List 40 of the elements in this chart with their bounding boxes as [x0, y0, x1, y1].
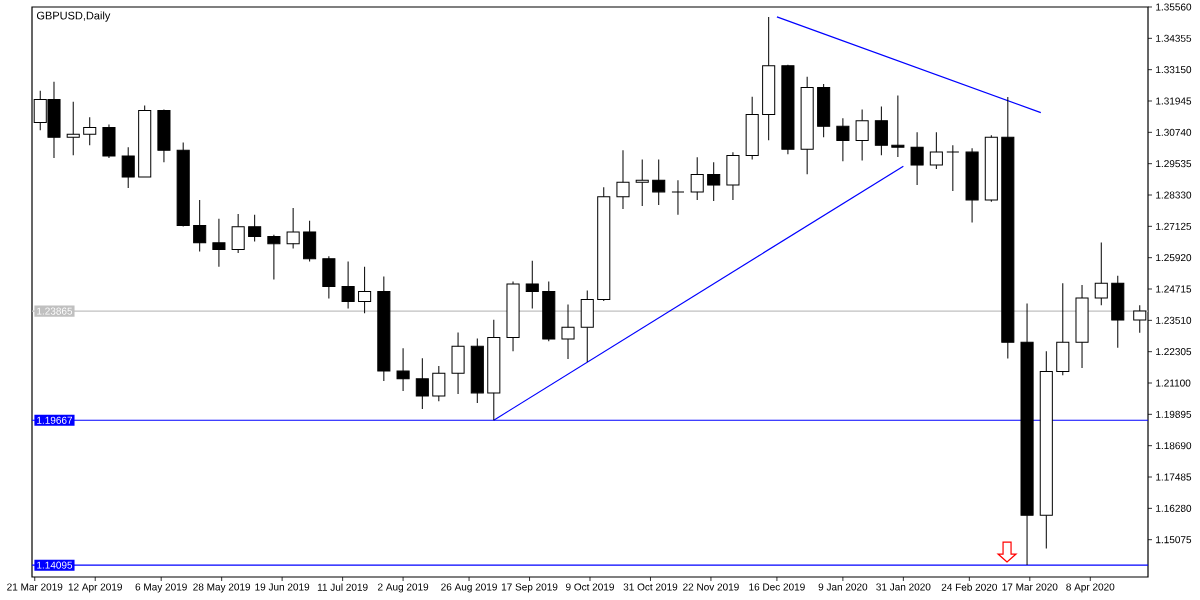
ref-line-label: 1.19667 — [37, 416, 73, 424]
y-tick-label: 1.27125 — [1156, 222, 1192, 230]
y-tick-label: 1.18690 — [1156, 442, 1192, 450]
y-tick-label: 1.22305 — [1156, 348, 1192, 356]
x-tick-label: 12 Apr 2019 — [68, 583, 122, 593]
x-tick-label: 28 May 2019 — [193, 583, 251, 593]
y-tick-label: 1.23510 — [1156, 316, 1192, 324]
x-tick-label: 9 Jan 2020 — [818, 583, 868, 591]
x-tick-label: 22 Nov 2019 — [683, 583, 739, 591]
y-tick-label: 1.31945 — [1156, 97, 1192, 105]
x-tick-label: 2 Aug 2019 — [378, 583, 429, 593]
y-tick-label: 1.15075 — [1156, 536, 1192, 544]
y-tick-label: 1.35560 — [1156, 3, 1192, 11]
y-tick-label: 1.21100 — [1156, 379, 1191, 387]
x-tick-label: 31 Oct 2019 — [623, 583, 678, 591]
y-tick-label: 1.30740 — [1156, 128, 1192, 136]
y-tick-label: 1.25920 — [1156, 254, 1192, 262]
x-tick-label: 24 Feb 2020 — [941, 583, 998, 591]
y-tick-label: 1.29535 — [1156, 160, 1192, 168]
ref-line-label: 1.14095 — [37, 561, 73, 569]
y-tick-label: 1.17485 — [1156, 473, 1192, 481]
y-tick-label: 1.33150 — [1156, 66, 1192, 74]
x-tick-label: 19 Jun 2019 — [255, 583, 310, 591]
x-tick-label: 31 Jan 2020 — [876, 583, 931, 591]
y-tick-label: 1.19895 — [1156, 410, 1192, 418]
x-tick-label: 16 Dec 2019 — [749, 583, 805, 591]
x-tick-label: 17 Mar 2020 — [1002, 583, 1058, 591]
y-tick-label: 1.16280 — [1156, 504, 1192, 512]
x-tick-label: 6 May 2019 — [135, 583, 187, 593]
x-tick-label: 8 Apr 2020 — [1066, 583, 1115, 593]
x-tick-label: 9 Oct 2019 — [566, 583, 614, 591]
y-tick-label: 1.28330 — [1156, 191, 1192, 199]
chart-title: GBPUSD,Daily — [36, 11, 111, 22]
y-tick-label: 1.24715 — [1156, 285, 1192, 293]
x-tick-label: 21 Mar 2019 — [7, 583, 63, 591]
x-tick-label: 11 Jul 2019 — [317, 583, 368, 591]
y-tick-label: 1.34355 — [1156, 34, 1192, 42]
ref-line-label: 1.23865 — [37, 307, 73, 315]
x-tick-label: 26 Aug 2019 — [441, 583, 497, 593]
x-tick-label: 17 Sep 2019 — [501, 583, 558, 593]
